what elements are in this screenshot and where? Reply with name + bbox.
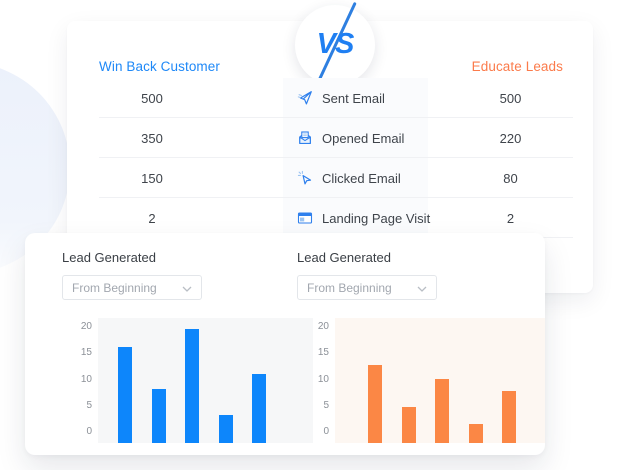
y-axis-tick-label: 20 [317,321,329,332]
bar [435,378,449,443]
comparison-table: 500 Sent Email 500 350 [67,78,593,238]
y-axis-tick-label: 10 [80,373,92,385]
metric-label: Sent Email [322,90,385,106]
bar [218,415,233,443]
left-campaign-title: Win Back Customer [99,59,220,74]
table-row: 500 Sent Email 500 [67,78,593,118]
metric-label: Landing Page Visit [322,210,431,226]
y-axis-tick-label: 15 [317,347,329,359]
table-row: 2 Landing Page Visit 2 [67,198,593,238]
time-range-dropdown[interactable]: From Beginning [62,275,202,300]
table-row: 150 Clicked Email 80 [67,158,593,198]
y-axis-tick-label: 5 [323,399,329,411]
bar [151,388,166,443]
right-value: 2 [506,210,515,226]
clicked-email-icon [297,170,313,186]
y-axis-tick-label: 15 [80,347,92,359]
metric-column-background [283,78,428,238]
bar [118,346,132,443]
y-axis-tick-label: 5 [86,399,92,411]
bar [368,364,382,443]
dropdown-value: From Beginning [307,280,392,295]
vs-label: VS [316,27,355,60]
metric-label: Opened Email [322,130,405,146]
chart-panel-win-back: Lead Generated From Beginning 20 15 10 5 0 [62,233,313,455]
table-row: 350 Opened Email 220 [67,118,593,158]
y-axis-ticks: 20 15 10 5 0 [62,318,92,443]
bar-chart-win-back [98,318,313,443]
left-value: 150 [141,170,163,186]
bar [468,424,483,443]
right-campaign-title: Educate Leads [471,59,563,74]
y-axis-tick-label: 0 [86,426,92,437]
chevron-down-icon [417,281,427,295]
right-value: 220 [499,130,522,146]
dropdown-value: From Beginning [72,280,157,295]
left-value: 350 [141,130,163,146]
left-value: 2 [148,210,156,226]
landing-page-icon [297,210,313,226]
chart-panel-educate-leads: Lead Generated From Beginning 20 15 10 5 0 [297,233,545,455]
left-value: 500 [141,90,163,106]
bar [401,406,416,443]
y-axis-tick-label: 10 [317,373,329,385]
chart-title: Lead Generated [297,250,391,265]
metric-label: Clicked Email [322,170,401,186]
bar [185,329,199,443]
right-value: 80 [503,170,518,186]
bar [502,391,516,443]
y-axis-tick-label: 0 [323,426,329,437]
vs-badge: VS [295,1,375,89]
send-email-icon [297,90,313,106]
lead-generated-card: Lead Generated From Beginning 20 15 10 5 0 L… [25,233,545,455]
time-range-dropdown[interactable]: From Beginning [297,275,437,300]
chart-title: Lead Generated [62,250,156,265]
bar-chart-educate-leads [335,318,545,443]
opened-email-icon [297,130,313,146]
y-axis-ticks: 20 15 10 5 0 [299,318,329,443]
right-value: 500 [499,90,522,106]
bar [252,374,266,443]
chevron-down-icon [182,281,192,295]
y-axis-tick-label: 20 [80,321,92,332]
comparison-card: Win Back Customer Educate Leads VS 500 S… [67,1,593,293]
